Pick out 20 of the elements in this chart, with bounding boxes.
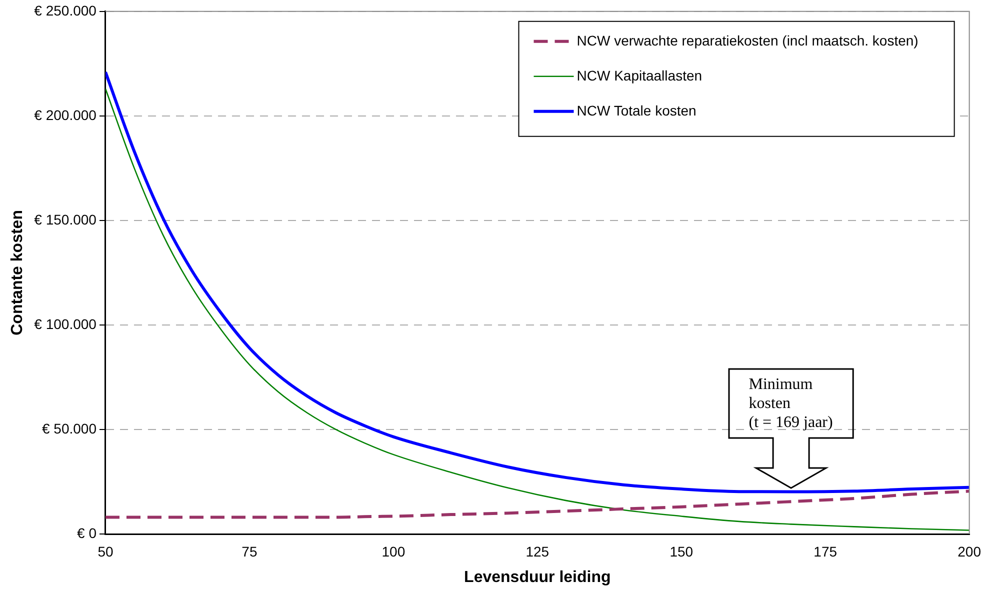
- annotation: Minimum kosten (t = 169 jaar): [748, 374, 833, 432]
- legend-label: NCW verwachte reparatiekosten (incl maatsch. kosten): [576, 32, 918, 48]
- x-tick-label: 200: [958, 543, 982, 560]
- x-tick-label: 75: [242, 543, 258, 560]
- y-tick-label: € 0: [77, 524, 97, 541]
- y-tick-label: € 150.000: [34, 211, 97, 228]
- x-tick-label: 50: [98, 543, 114, 560]
- y-tick-label: € 100.000: [34, 316, 97, 332]
- line-series: [105, 490, 970, 519]
- x-tick-label: 150: [670, 543, 694, 560]
- y-axis-title: Contante kosten: [9, 210, 26, 336]
- legend-label: NCW Totale kosten: [576, 102, 696, 118]
- y-tick-label: € 200.000: [34, 106, 97, 123]
- x-tick-label: 175: [814, 543, 838, 560]
- x-axis-title: Levensduur leiding: [464, 568, 611, 586]
- x-tick-label: 125: [526, 543, 550, 560]
- legend-label: NCW Kapitaallasten: [576, 67, 702, 84]
- x-tick-label: 100: [382, 543, 406, 560]
- y-tick-label: € 250.000: [34, 2, 97, 18]
- y-tick-label: € 50.000: [42, 420, 97, 436]
